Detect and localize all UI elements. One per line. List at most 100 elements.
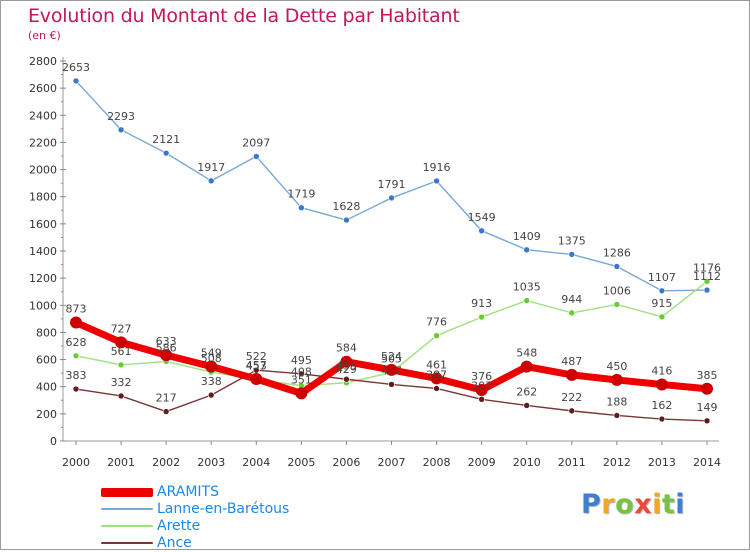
data-point <box>433 177 440 185</box>
data-point <box>610 373 623 386</box>
data-point <box>70 316 82 329</box>
legend-item: Lanne-en-Barétous <box>101 501 401 518</box>
data-label: 188 <box>606 395 627 408</box>
data-point <box>478 227 485 235</box>
chart-unit-label: (en €) <box>28 29 61 42</box>
data-label: 461 <box>426 358 447 371</box>
data-label: 351 <box>291 373 312 386</box>
y-tick-label: 1400 <box>29 245 57 258</box>
logo-letter: i <box>652 489 662 520</box>
data-label: 429 <box>336 363 357 376</box>
y-tick-label: 400 <box>36 381 57 394</box>
x-tick-label: 2007 <box>378 456 406 469</box>
data-point <box>343 216 350 224</box>
chart-title: Evolution du Montant de la Dette par Hab… <box>28 5 460 27</box>
data-label: 376 <box>471 370 492 383</box>
data-point <box>703 286 711 294</box>
data-point <box>207 177 215 185</box>
data-label: 524 <box>381 350 402 363</box>
legend-label: Ance <box>157 535 192 551</box>
data-label: 561 <box>111 345 132 358</box>
data-point <box>613 301 621 308</box>
data-label: 548 <box>516 347 537 360</box>
data-label: 1916 <box>423 161 451 174</box>
data-label: 222 <box>561 391 582 404</box>
data-point <box>703 417 711 425</box>
data-label: 1176 <box>693 261 721 274</box>
x-tick-label: 2014 <box>693 456 721 469</box>
logo-letter: o <box>615 489 635 520</box>
data-point <box>162 149 170 157</box>
data-label: 262 <box>516 385 537 398</box>
data-label: 1035 <box>513 281 541 294</box>
x-tick-label: 2003 <box>197 456 225 469</box>
x-tick-label: 2001 <box>107 456 135 469</box>
data-point <box>658 313 666 321</box>
data-label: 584 <box>336 342 357 355</box>
legend-swatch <box>101 525 153 527</box>
data-point <box>478 396 485 403</box>
data-label: 1917 <box>197 161 225 174</box>
data-label: 453 <box>246 360 267 373</box>
data-label: 495 <box>291 354 312 367</box>
x-tick-label: 2011 <box>558 456 586 469</box>
data-label: 913 <box>471 297 492 310</box>
data-label: 873 <box>66 303 87 316</box>
data-point <box>520 360 533 373</box>
y-tick-label: 1000 <box>29 299 57 312</box>
data-label: 455 <box>336 359 357 372</box>
data-label: 1549 <box>468 211 496 224</box>
data-label: 1006 <box>603 284 631 297</box>
data-point <box>388 381 395 388</box>
data-point <box>385 363 398 376</box>
data-point <box>658 287 666 295</box>
data-label: 385 <box>697 369 718 382</box>
legend-label: Arette <box>157 518 201 534</box>
data-point <box>433 385 440 392</box>
data-point <box>388 194 395 202</box>
data-label: 450 <box>606 360 627 373</box>
data-point <box>295 387 308 400</box>
data-label: 2653 <box>62 61 90 74</box>
data-point <box>72 385 80 393</box>
data-point <box>343 375 350 383</box>
data-point <box>162 408 170 415</box>
logo-letter: t <box>661 489 676 520</box>
data-point <box>523 297 531 304</box>
legend-label: Lanne-en-Barétous <box>157 501 290 517</box>
data-label: 1375 <box>558 234 586 247</box>
data-label: 307 <box>471 379 492 392</box>
data-label: 549 <box>201 346 222 359</box>
legend-item: ARAMITS <box>101 484 401 501</box>
data-point <box>250 372 263 385</box>
y-tick-label: 800 <box>36 326 57 339</box>
data-point <box>207 391 215 399</box>
legend-item: Ance <box>101 535 401 552</box>
data-point <box>72 77 80 85</box>
data-label: 408 <box>291 366 312 379</box>
x-tick-label: 2008 <box>423 456 451 469</box>
data-point <box>568 251 576 258</box>
data-label: 505 <box>381 352 402 365</box>
legend-swatch <box>101 488 153 497</box>
proxiti-logo: Proxiti <box>581 489 685 520</box>
chart-legend: ARAMITS Lanne-en-Barétous Arette Ance <box>101 484 401 552</box>
data-label: 776 <box>426 316 447 329</box>
data-label: 1112 <box>693 270 721 283</box>
data-point <box>433 332 440 339</box>
data-label: 944 <box>561 293 582 306</box>
data-label: 457 <box>246 359 267 372</box>
data-label: 1286 <box>603 246 631 259</box>
data-point <box>613 412 621 419</box>
x-tick-label: 2012 <box>603 456 631 469</box>
x-tick-label: 2000 <box>62 456 90 469</box>
data-label: 633 <box>156 335 177 348</box>
y-tick-label: 1200 <box>29 272 57 285</box>
data-label: 2121 <box>152 133 180 146</box>
data-point <box>475 383 488 396</box>
data-point <box>430 372 443 385</box>
legend-swatch <box>101 508 153 510</box>
data-point <box>655 378 668 391</box>
